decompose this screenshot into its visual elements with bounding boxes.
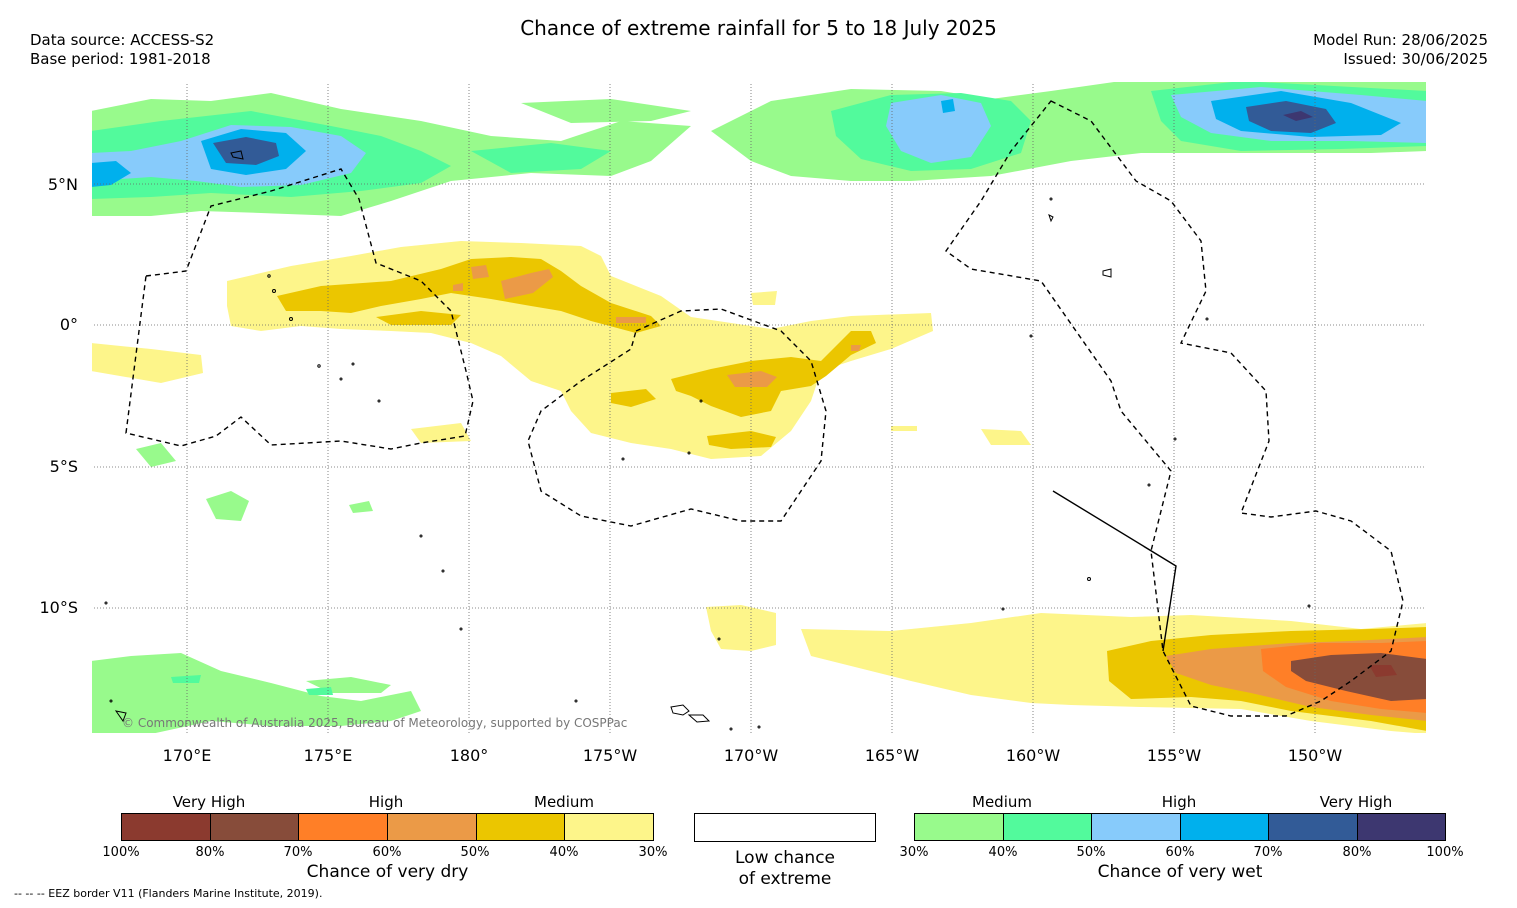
- wet-swatch-30-40: [915, 814, 1004, 840]
- dry-swatch-100-80: [122, 814, 211, 840]
- wet-tick: 60%: [1165, 845, 1195, 860]
- wet-colorbar: [914, 813, 1446, 841]
- eez-solid-border: [1052, 490, 1177, 652]
- dry-colorbar: [121, 813, 654, 841]
- dry-swatch-60-50: [388, 814, 477, 840]
- wet-cat-medium: Medium: [972, 793, 1032, 811]
- dry-cat-high: High: [368, 793, 404, 811]
- dry-tick: 60%: [372, 845, 402, 860]
- lat-label-5n: 5°N: [47, 175, 78, 194]
- lon-label-175w: 175°W: [582, 746, 638, 765]
- dry-tick: 50%: [460, 845, 490, 860]
- issued-date: Issued: 30/06/2025: [1343, 50, 1488, 68]
- wet-tick: 70%: [1253, 845, 1283, 860]
- lon-label-155w: 155°W: [1146, 746, 1202, 765]
- dry-swatch-50-40: [476, 814, 566, 840]
- wet-region-northwest: [91, 93, 691, 216]
- lon-label-150w: 150°W: [1287, 746, 1343, 765]
- dry-tick: 70%: [283, 845, 313, 860]
- model-run: Model Run: 28/06/2025: [1313, 31, 1488, 49]
- map-title: Chance of extreme rainfall for 5 to 18 J…: [520, 16, 997, 40]
- eez-borders: [125, 100, 1404, 717]
- lat-label-5s: 5°S: [49, 457, 78, 476]
- wet-region-southwest: [91, 443, 421, 734]
- lon-label-165w: 165°W: [864, 746, 920, 765]
- lat-label-0: 0°: [59, 315, 78, 334]
- base-period: Base period: 1981-2018: [30, 50, 211, 68]
- dry-tick: 40%: [549, 845, 579, 860]
- islands: [104, 150, 1311, 731]
- dry-region-equatorial: [91, 241, 1031, 459]
- wet-swatch-60-70: [1180, 814, 1269, 840]
- wet-tick: 30%: [899, 845, 929, 860]
- eez-border-note: -- -- -- EEZ border V11 (Flanders Marine…: [14, 887, 323, 900]
- wet-cat-very-high: Very High: [1319, 793, 1393, 811]
- dry-swatch-70-60: [299, 814, 389, 840]
- wet-tick: 100%: [1426, 845, 1464, 860]
- lon-label-160w: 160°W: [1005, 746, 1061, 765]
- wet-legend-title: Chance of very wet: [1097, 862, 1263, 882]
- wet-region-northeast: [711, 81, 1427, 181]
- lon-label-170e: 170°E: [162, 746, 212, 765]
- wet-swatch-50-60: [1092, 814, 1181, 840]
- wet-swatch-40-50: [1003, 814, 1092, 840]
- low-chance-label-2: of extreme: [738, 869, 832, 889]
- wet-tick: 50%: [1076, 845, 1106, 860]
- lon-label-180: 180°: [449, 746, 489, 765]
- wet-swatch-80-100: [1357, 814, 1445, 840]
- copyright-notice: © Commonwealth of Australia 2025, Bureau…: [122, 716, 628, 730]
- dry-swatch-40-30: [565, 814, 654, 840]
- lon-label-175e: 175°E: [303, 746, 353, 765]
- rainfall-map: [91, 81, 1427, 734]
- data-source: Data source: ACCESS-S2: [30, 31, 215, 49]
- dry-legend-title: Chance of very dry: [306, 862, 469, 882]
- wet-tick: 40%: [988, 845, 1018, 860]
- lat-label-10s: 10°S: [39, 598, 78, 617]
- dry-tick: 80%: [195, 845, 225, 860]
- wet-swatch-70-80: [1269, 814, 1358, 840]
- dry-tick: 100%: [102, 845, 140, 860]
- wet-cat-high: High: [1161, 793, 1197, 811]
- low-chance-swatch: [694, 813, 876, 842]
- dry-tick: 30%: [638, 845, 668, 860]
- lon-label-170w: 170°W: [723, 746, 779, 765]
- wet-tick: 80%: [1342, 845, 1372, 860]
- dry-cat-very-high: Very High: [172, 793, 246, 811]
- dry-cat-medium: Medium: [534, 793, 594, 811]
- graticule: [91, 81, 1427, 734]
- dry-region-southeast: [706, 605, 1427, 734]
- low-chance-label-1: Low chance: [735, 848, 835, 868]
- dry-swatch-80-70: [210, 814, 300, 840]
